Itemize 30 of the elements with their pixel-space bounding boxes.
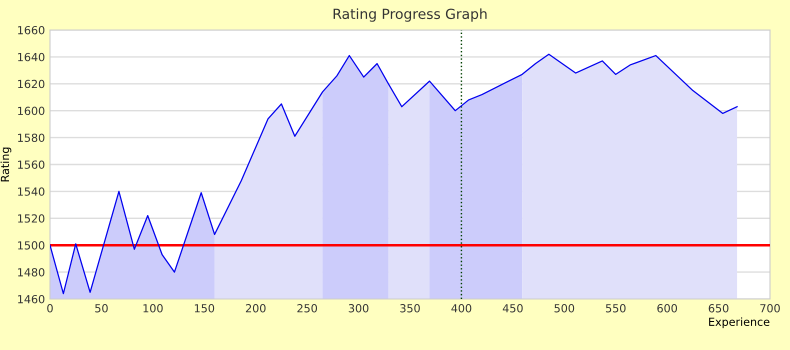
x-tick-label: 50: [95, 304, 108, 312]
y-tick-label: 1600: [18, 106, 44, 116]
y-tick-label: 1520: [18, 214, 44, 223]
x-tick-label: 300: [348, 304, 368, 312]
y-tick-label: 1500: [18, 241, 44, 250]
x-tick-label: 550: [606, 304, 626, 312]
y-tick-label: 1460: [18, 294, 44, 304]
x-tick-label: 400: [451, 304, 472, 312]
x-tick-label: 250: [297, 304, 318, 312]
x-tick-label: 350: [400, 304, 420, 312]
y-tick-label: 1580: [18, 134, 44, 142]
x-axis-title: Experience: [709, 317, 770, 328]
chart-title: Rating Progress Graph: [334, 8, 487, 22]
y-tick-label: 1540: [18, 187, 44, 196]
x-tick-label: 500: [554, 304, 574, 312]
x-tick-label: 150: [194, 304, 214, 312]
x-tick-label: 600: [657, 304, 678, 312]
y-axis-title: Rating: [0, 148, 12, 182]
y-tick-label: 1620: [18, 80, 44, 88]
x-tick-label: 450: [502, 304, 523, 312]
line-series: [50, 54, 738, 294]
y-tick-label: 1660: [18, 26, 44, 34]
y-tick-label: 1480: [18, 268, 44, 276]
x-tick-label: 700: [760, 304, 780, 312]
x-tick-label: 200: [246, 304, 266, 312]
y-tick-label: 1640: [18, 52, 44, 62]
x-tick-label: 100: [143, 304, 163, 312]
y-tick-label: 1560: [18, 160, 44, 169]
x-tick-label: 0: [47, 304, 53, 312]
x-tick-label: 650: [708, 304, 728, 312]
